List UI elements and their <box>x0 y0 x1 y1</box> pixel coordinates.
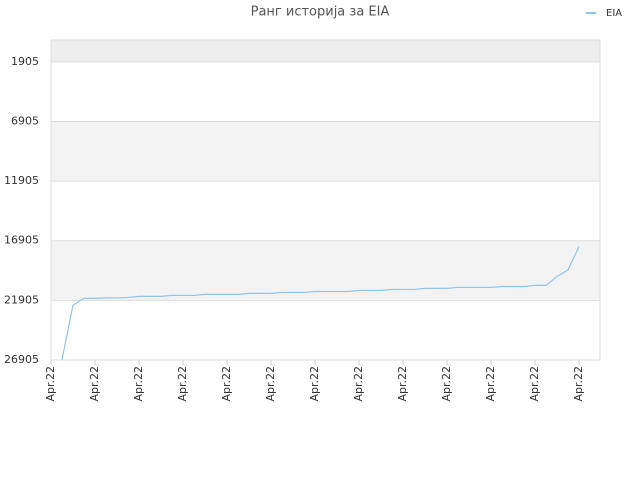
plot-band <box>51 121 600 182</box>
x-tick-label: Apr.22 <box>176 366 189 402</box>
plot-band <box>51 61 600 122</box>
x-tick-label: Apr.22 <box>264 366 277 402</box>
x-tick-label: Apr.22 <box>484 366 497 402</box>
y-tick-label: 16905 <box>4 234 39 247</box>
x-tick-label: Apr.22 <box>220 366 233 402</box>
y-tick-label: 21905 <box>4 293 39 306</box>
y-tick-label: 6905 <box>11 114 39 127</box>
plot-band <box>51 240 600 301</box>
plot-band <box>51 300 600 360</box>
x-tick-label: Apr.22 <box>528 366 541 402</box>
data-line <box>61 246 580 360</box>
y-tick-label: 26905 <box>4 353 39 366</box>
y-tick-label: 11905 <box>4 174 39 187</box>
x-tick-label: Apr.22 <box>132 366 145 402</box>
legend-label: EIA <box>606 8 622 19</box>
x-tick-label: Apr.22 <box>44 366 57 402</box>
x-tick-label: Apr.22 <box>396 366 409 402</box>
x-tick-label: Apr.22 <box>440 366 453 402</box>
x-tick-label: Apr.22 <box>352 366 365 402</box>
plot-band <box>51 181 600 241</box>
chart-title: Ранг историја за EIA <box>251 5 390 20</box>
x-tick-label: Apr.22 <box>572 366 585 402</box>
x-tick-label: Apr.22 <box>88 366 101 402</box>
y-tick-label: 1905 <box>11 55 39 68</box>
plot-band <box>51 40 600 62</box>
x-tick-label: Apr.22 <box>308 366 321 402</box>
